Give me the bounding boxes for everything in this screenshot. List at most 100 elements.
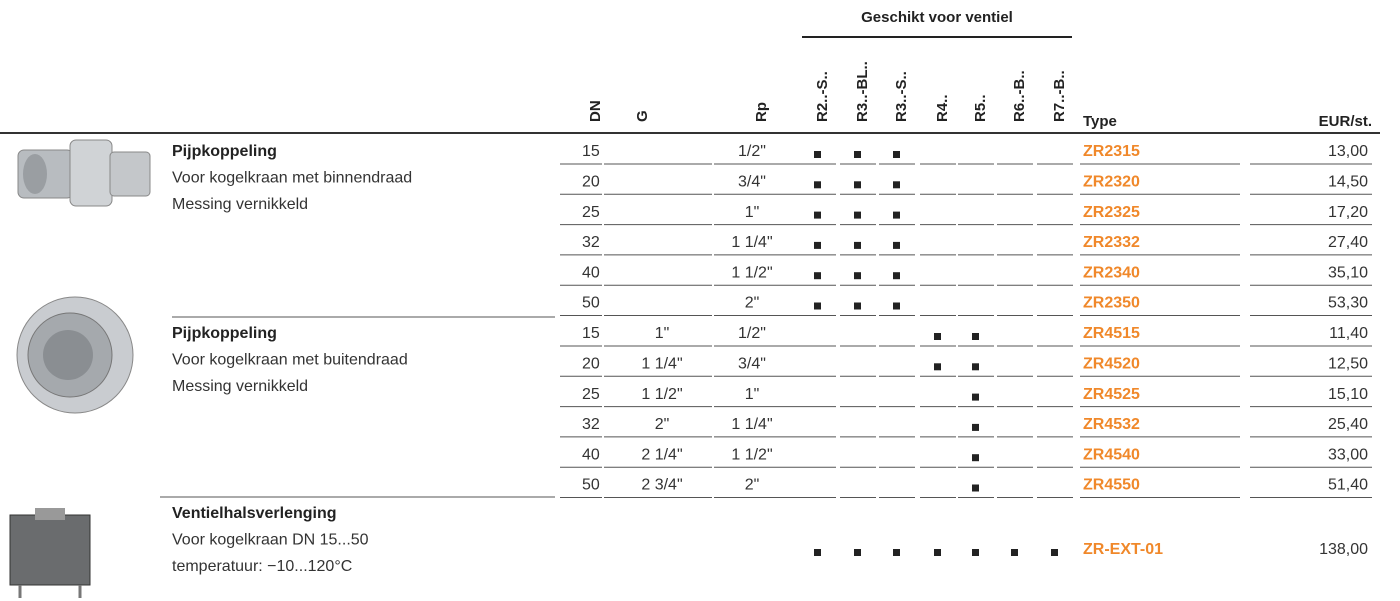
price: 11,40 [1329, 325, 1368, 342]
product-image [16, 296, 134, 414]
type-code: ZR2350 [1083, 295, 1140, 312]
valve-marker [814, 151, 821, 158]
product-description: temperatuur: −10...120°C [172, 558, 352, 575]
price-header: EUR/st. [1319, 113, 1372, 130]
type-code: ZR2315 [1083, 143, 1140, 160]
valve-marker [893, 241, 900, 249]
rp-cell: 2" [745, 295, 760, 312]
price: 138,00 [1319, 541, 1368, 558]
g-cell: 1 1/4" [641, 356, 682, 373]
product-title: Pijpkoppeling [172, 325, 277, 342]
valve-marker [893, 211, 900, 219]
g-cell: 2 3/4" [641, 477, 682, 494]
product-description: Voor kogelkraan met binnendraad [172, 170, 412, 187]
rp-cell: 1 1/4" [731, 416, 772, 433]
rp-cell: 1 1/2" [731, 264, 772, 281]
g-cell: 1" [655, 325, 670, 342]
valve-header: R2..-S.. [814, 71, 831, 122]
valve-header: R7..-B.. [1051, 70, 1068, 122]
valve-marker [814, 241, 821, 249]
valve-marker [893, 302, 900, 310]
dn-cell: 40 [582, 264, 600, 281]
dn-cell: 20 [582, 174, 600, 191]
product-description: Voor kogelkraan met buitendraad [172, 352, 408, 369]
type-code: ZR-EXT-01 [1083, 541, 1163, 558]
dn-cell: 32 [582, 234, 600, 251]
product-title: Pijpkoppeling [172, 143, 277, 160]
type-code: ZR4532 [1083, 416, 1140, 433]
valve-marker [893, 151, 900, 158]
rp-cell: 1" [745, 204, 760, 221]
product-title: Ventielhalsverlenging [172, 505, 337, 522]
valve-marker [934, 549, 941, 556]
product-description: Messing vernikkeld [172, 196, 308, 213]
dn-header: DN [587, 100, 604, 122]
g-cell: 1 1/2" [641, 386, 682, 403]
dn-cell: 50 [582, 295, 600, 312]
dn-cell: 32 [582, 416, 600, 433]
valve-marker [972, 484, 979, 492]
valve-marker [893, 181, 900, 189]
valve-header: R3..-BL.. [854, 61, 871, 122]
rp-cell: 1 1/2" [731, 446, 772, 463]
type-header: Type [1083, 113, 1117, 130]
valve-marker [972, 549, 979, 556]
type-code: ZR2320 [1083, 174, 1140, 191]
rp-cell: 1 1/4" [731, 234, 772, 251]
type-code: ZR2332 [1083, 234, 1140, 251]
dn-cell: 20 [582, 356, 600, 373]
rp-cell: 3/4" [738, 174, 766, 191]
valve-marker [854, 272, 861, 280]
valve-marker [854, 302, 861, 310]
price: 15,10 [1328, 386, 1368, 403]
price: 33,00 [1328, 446, 1368, 463]
rp-header: Rp [753, 102, 770, 122]
price: 12,50 [1328, 356, 1368, 373]
valve-marker [893, 272, 900, 280]
price: 17,20 [1328, 204, 1368, 221]
dn-cell: 50 [582, 477, 600, 494]
type-code: ZR2340 [1083, 264, 1140, 281]
valve-marker [972, 423, 979, 431]
dn-cell: 15 [582, 143, 600, 160]
g-cell: 2" [655, 416, 670, 433]
g-header: G [634, 110, 651, 122]
type-code: ZR4550 [1083, 477, 1140, 494]
valve-header: R3..-S.. [893, 71, 910, 122]
type-code: ZR4525 [1083, 386, 1140, 403]
valve-marker [814, 211, 821, 219]
type-code: ZR4520 [1083, 356, 1140, 373]
rp-cell: 1/2" [738, 325, 766, 342]
rp-cell: 2" [745, 477, 760, 494]
type-code: ZR4515 [1083, 325, 1140, 342]
valve-marker [1051, 549, 1058, 556]
price: 51,40 [1328, 477, 1368, 494]
g-cell: 2 1/4" [641, 446, 682, 463]
product-image [9, 508, 91, 598]
valve-header: R5.. [972, 94, 989, 122]
dn-cell: 15 [582, 325, 600, 342]
valve-marker [814, 181, 821, 189]
rp-cell: 3/4" [738, 356, 766, 373]
valve-marker [814, 302, 821, 310]
rp-cell: 1/2" [738, 143, 766, 160]
price: 14,50 [1328, 174, 1368, 191]
type-code: ZR4540 [1083, 446, 1140, 463]
valve-group-header: Geschikt voor ventiel [861, 9, 1013, 26]
valve-marker [814, 272, 821, 280]
product-description: Voor kogelkraan DN 15...50 [172, 532, 369, 549]
price: 27,40 [1328, 234, 1368, 251]
valve-marker [854, 549, 861, 556]
valve-marker [972, 333, 979, 340]
valve-marker [854, 241, 861, 249]
price: 13,00 [1328, 143, 1368, 160]
product-image [17, 139, 151, 207]
valve-marker [893, 549, 900, 556]
valve-marker [934, 363, 941, 371]
dn-cell: 40 [582, 446, 600, 463]
price: 35,10 [1328, 264, 1368, 281]
rp-cell: 1" [745, 386, 760, 403]
valve-marker [814, 549, 821, 556]
price: 25,40 [1328, 416, 1368, 433]
